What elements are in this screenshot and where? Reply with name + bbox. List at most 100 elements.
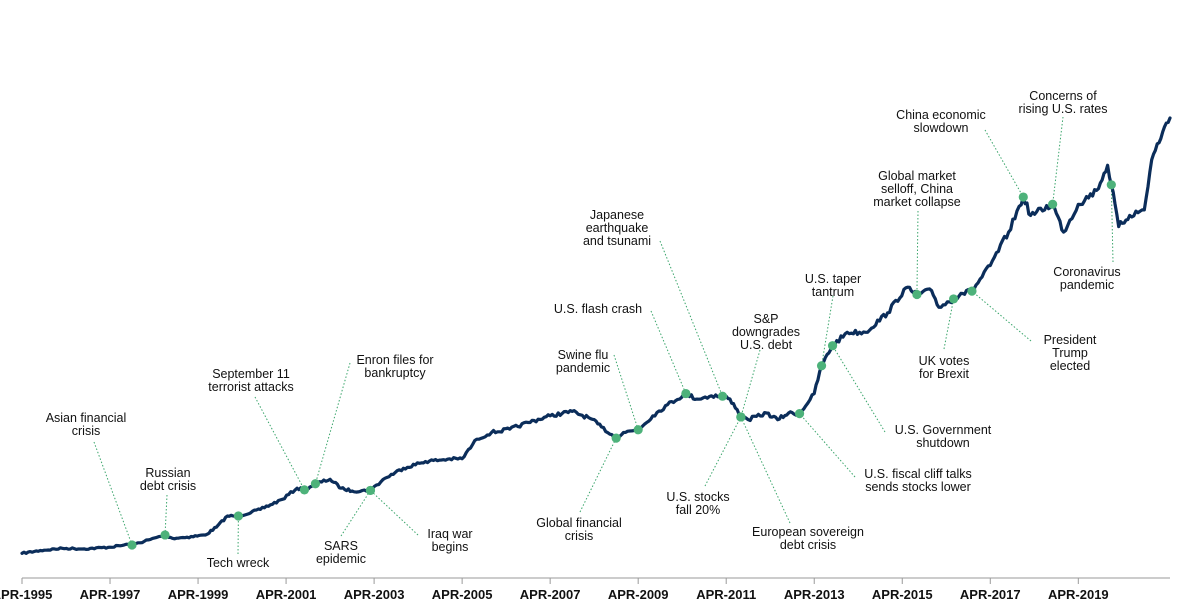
- x-tick-label: APR-2017: [960, 587, 1021, 602]
- annotation-label: S&P downgrades U.S. debt: [732, 312, 800, 352]
- x-tick-label: APR-2011: [696, 587, 756, 602]
- annotation-label-line: epidemic: [316, 552, 366, 566]
- annotation-label: SARS epidemic: [316, 539, 366, 566]
- annotation-leader: [93, 441, 133, 546]
- annotation-label-line: U.S. debt: [740, 338, 793, 352]
- annotation-label-line: terrorist attacks: [208, 380, 293, 394]
- event-marker: [633, 425, 643, 435]
- annotation-label: Global financial crisis: [536, 516, 621, 543]
- annotation-label: Japanese earthquake and tsunami: [583, 208, 651, 248]
- event-marker: [299, 485, 310, 495]
- annotation-leader: [650, 310, 687, 394]
- index-series-line: [20, 116, 1172, 555]
- annotation-leader-lines: [93, 116, 1114, 555]
- annotation-label-line: U.S. Government: [895, 423, 992, 437]
- annotation-leader: [1052, 116, 1064, 205]
- annotation-label-line: UK votes: [919, 354, 970, 368]
- annotation-label-line: U.S. taper: [805, 272, 861, 286]
- annotation-label-line: Asian financial: [46, 411, 127, 425]
- annotation-label-line: and tsunami: [583, 234, 651, 248]
- annotation-label-line: S&P: [753, 312, 778, 326]
- annotation-label-line: crisis: [565, 529, 593, 543]
- annotation-label-line: Concerns of: [1029, 89, 1097, 103]
- annotation-label: Enron files for bankruptcy: [356, 353, 433, 380]
- annotation-label: U.S. stocks fall 20%: [666, 490, 729, 517]
- annotation-label-line: Tech wreck: [207, 556, 270, 570]
- annotation-leader: [916, 210, 919, 295]
- x-tick-label: APR-1997: [80, 587, 141, 602]
- event-marker: [794, 409, 805, 419]
- annotation-label-line: U.S. fiscal cliff talks: [864, 467, 971, 481]
- event-marker: [967, 286, 977, 296]
- annotation-label-line: for Brexit: [919, 367, 970, 381]
- annotation-label: Russian debt crisis: [140, 466, 196, 493]
- x-tick-label: APR-2005: [432, 587, 493, 602]
- event-marker: [611, 433, 621, 443]
- annotation-leader: [314, 362, 351, 484]
- annotation-label-line: Russian: [145, 466, 190, 480]
- annotation-label-line: elected: [1050, 359, 1090, 373]
- event-markers: [127, 180, 1116, 550]
- annotation-label-line: fall 20%: [676, 503, 720, 517]
- annotation-label-line: September 11: [212, 367, 290, 381]
- annotation-label: U.S. taper tantrum: [805, 272, 861, 299]
- x-tick-label: APR-2013: [784, 587, 845, 602]
- annotation-label: Swine flu pandemic: [556, 348, 610, 375]
- annotation-leader: [613, 354, 639, 430]
- annotation-label: Tech wreck: [207, 556, 270, 570]
- annotation-leader: [704, 416, 742, 487]
- annotation-label-line: Iraq war: [427, 527, 472, 541]
- annotation-label-line: bankruptcy: [364, 366, 426, 380]
- x-tick-label: APR-2001: [256, 587, 317, 602]
- annotation-label-line: slowdown: [914, 121, 969, 135]
- annotation-label-line: SARS: [324, 539, 358, 553]
- annotation-label: Global market selloff, China market collap…: [873, 169, 961, 209]
- x-tick-label: APR-2003: [344, 587, 405, 602]
- event-marker: [912, 289, 922, 300]
- annotation-leader: [832, 345, 886, 433]
- annotation-label: China economic slowdown: [896, 108, 986, 135]
- event-marker: [717, 391, 728, 401]
- x-tick-label: APR-1995: [0, 587, 52, 602]
- annotation-leader: [370, 490, 419, 536]
- annotation-label-line: pandemic: [556, 361, 610, 375]
- x-tick-label: APR-2009: [608, 587, 669, 602]
- annotation-leader: [984, 129, 1024, 198]
- event-marker: [1048, 199, 1058, 209]
- annotation-leader: [340, 490, 371, 537]
- annotation-label-line: China economic: [896, 108, 986, 122]
- annotation-leader: [821, 295, 834, 366]
- annotation-label-line: tantrum: [812, 285, 854, 299]
- event-marker: [949, 294, 959, 304]
- annotation-leader: [971, 290, 1032, 342]
- event-marker: [365, 485, 376, 496]
- annotation-label: President Trump elected: [1044, 333, 1097, 373]
- x-axis-ticks: APR-1995 APR-1997 APR-1999 APR-2001 APR-2003…: [0, 578, 1109, 602]
- annotation-label: UK votes for Brexit: [919, 354, 970, 381]
- annotation-label-line: downgrades: [732, 325, 800, 339]
- annotation-label: U.S. flash crash: [554, 302, 642, 316]
- annotation-label-line: debt crisis: [780, 538, 836, 552]
- annotation-label: September 11 terrorist attacks: [208, 367, 293, 394]
- x-tick-label: APR-2019: [1048, 587, 1109, 602]
- annotation-label-line: rising U.S. rates: [1019, 102, 1108, 116]
- annotation-label-line: Coronavirus: [1053, 265, 1120, 279]
- annotation-label: Coronavirus pandemic: [1053, 265, 1120, 292]
- annotation-label-line: U.S. stocks: [666, 490, 729, 504]
- annotation-leader: [943, 298, 955, 350]
- event-marker: [1018, 192, 1028, 202]
- annotation-leader: [579, 437, 617, 513]
- annotation-label: Concerns of rising U.S. rates: [1019, 89, 1108, 116]
- annotation-label-line: earthquake: [586, 221, 649, 235]
- annotation-label-line: selloff, China: [881, 182, 953, 196]
- annotation-label-line: begins: [432, 540, 469, 554]
- annotation-label-line: U.S. flash crash: [554, 302, 642, 316]
- annotation-leader: [1110, 184, 1114, 263]
- annotation-label-line: Japanese: [590, 208, 644, 222]
- event-marker: [1106, 180, 1116, 190]
- annotation-leader: [254, 396, 305, 491]
- x-tick-label: APR-2007: [520, 587, 581, 602]
- annotation-leader: [164, 494, 168, 535]
- event-marker: [233, 511, 243, 521]
